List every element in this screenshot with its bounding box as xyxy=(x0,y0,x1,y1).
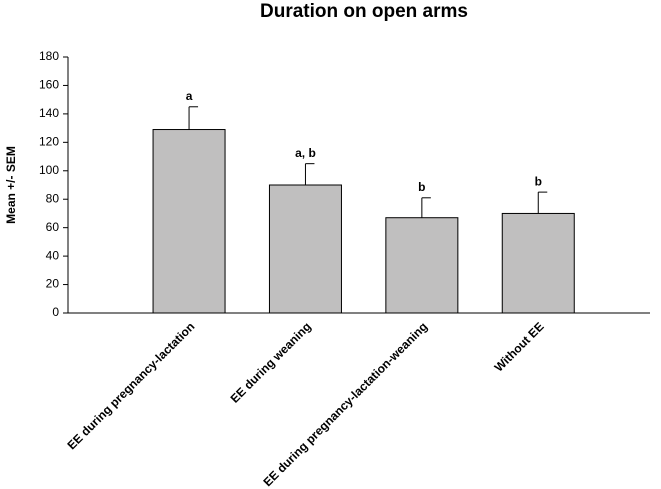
y-tick-label: 40 xyxy=(46,248,60,262)
bar xyxy=(385,217,459,314)
annotation: b xyxy=(535,174,542,188)
annotation: a xyxy=(186,89,193,103)
y-axis-label: Mean +/- SEM xyxy=(4,146,18,224)
y-tick-label: 80 xyxy=(46,191,60,205)
x-tick-label: Without EE xyxy=(492,319,547,374)
annotation: a, b xyxy=(295,146,316,160)
y-tick-label: 140 xyxy=(39,106,59,120)
bar xyxy=(152,129,226,314)
x-tick-label: EE during weaning xyxy=(228,319,314,405)
y-tick-label: 60 xyxy=(46,220,60,234)
y-tick-label: 120 xyxy=(39,135,59,149)
bar xyxy=(501,212,575,314)
y-tick-label: 0 xyxy=(52,305,59,319)
x-tick-label: EE during pregnancy-lactation xyxy=(64,319,197,452)
y-tick-label: 20 xyxy=(46,277,60,291)
chart-title: Duration on open arms xyxy=(260,1,468,22)
bar xyxy=(268,184,342,314)
annotation: b xyxy=(418,180,425,194)
y-tick-label: 180 xyxy=(39,49,59,63)
y-tick-label: 160 xyxy=(39,78,59,92)
y-tick-label: 100 xyxy=(39,163,59,177)
